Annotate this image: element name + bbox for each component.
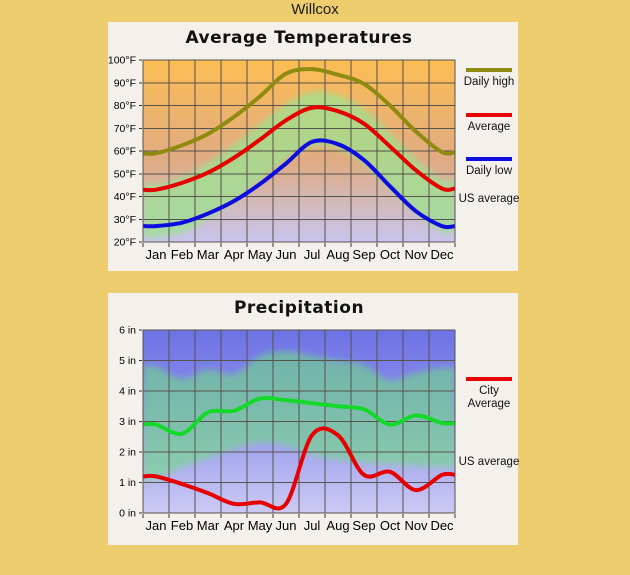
y-tick-label: 80°F	[114, 100, 136, 112]
month-label: Oct	[380, 518, 401, 533]
y-tick-label: 0 in	[119, 508, 136, 520]
daily-high-label: Daily high	[463, 76, 515, 88]
average-line	[143, 105, 455, 193]
y-tick-label: 30°F	[114, 214, 136, 226]
axis-ticks	[139, 59, 456, 247]
month-label: Jul	[304, 518, 321, 533]
y-tick-label: 1 in	[119, 477, 136, 489]
y-tick-label: 6 in	[119, 325, 136, 337]
precipitation-chart: 0 in 1 in 2 in 3 in 4 in 5 in 6 in Jan Feb Mar Apr…	[119, 325, 456, 533]
month-label: Jun	[276, 247, 297, 262]
us-average-label: US average	[458, 193, 520, 205]
legend-city-average: City Average	[457, 377, 521, 411]
y-tick-label: 5 in	[119, 355, 136, 367]
month-label: Nov	[404, 247, 428, 262]
legend-daily-low: Daily low	[457, 157, 521, 178]
legend-us-average-precip: US average	[457, 456, 521, 469]
average-label: Average	[467, 121, 511, 133]
legend-us-average: US average	[457, 193, 521, 206]
month-label: Mar	[197, 247, 220, 262]
city-average-label-line2: Average	[467, 398, 511, 410]
month-label: Dec	[430, 518, 454, 533]
month-label: Sep	[352, 247, 375, 262]
y-tick-label: 4 in	[119, 386, 136, 398]
month-label: Aug	[326, 247, 349, 262]
average-swatch	[466, 113, 512, 117]
us-average-line	[143, 396, 455, 436]
month-label: Dec	[430, 247, 454, 262]
daily-high-swatch	[466, 68, 512, 72]
y-tick-label: 20°F	[114, 237, 136, 249]
plot-border	[142, 59, 456, 243]
month-label: Apr	[224, 247, 245, 262]
city-average-line	[143, 426, 455, 511]
y-tick-label: 70°F	[114, 123, 136, 135]
us-average-label: US average	[458, 456, 520, 468]
temperature-chart: 20°F 30°F 40°F 50°F 60°F 70°F 80°F 90°F 100°F Jan…	[108, 55, 456, 262]
month-label: Oct	[380, 247, 401, 262]
month-label: Apr	[224, 518, 245, 533]
y-tick-label: 60°F	[114, 146, 136, 158]
y-tick-label: 100°F	[108, 55, 136, 67]
y-tick-label: 3 in	[119, 416, 136, 428]
month-label: May	[248, 247, 273, 262]
precipitation-panel: 0 in 1 in 2 in 3 in 4 in 5 in 6 in Jan Feb Mar Apr…	[108, 293, 521, 545]
month-label: Sep	[352, 518, 375, 533]
page-title: Willcox	[291, 1, 339, 18]
y-tick-label: 2 in	[119, 447, 136, 459]
month-label: Jul	[304, 247, 321, 262]
daily-high-line	[143, 67, 455, 156]
month-label: Aug	[326, 518, 349, 533]
month-label: Jan	[146, 518, 167, 533]
month-label: Feb	[171, 247, 193, 262]
city-average-swatch	[466, 377, 512, 381]
daily-low-line	[143, 138, 455, 230]
month-label: May	[248, 518, 273, 533]
temperature-panel: 20°F 30°F 40°F 50°F 60°F 70°F 80°F 90°F 100°F Jan…	[108, 22, 521, 271]
month-label: Nov	[404, 518, 428, 533]
temperature-chart-title: Average Temperatures	[185, 28, 413, 48]
daily-low-label: Daily low	[465, 165, 512, 177]
y-tick-label: 90°F	[114, 77, 136, 89]
precipitation-chart-title: Precipitation	[233, 298, 365, 318]
axis-ticks	[139, 329, 456, 518]
daily-low-swatch	[466, 157, 512, 161]
month-label: Mar	[197, 518, 220, 533]
month-label: Feb	[171, 518, 193, 533]
month-label: Jan	[146, 247, 167, 262]
plot-border	[142, 329, 456, 514]
legend-daily-high: Daily high	[457, 68, 521, 89]
legend-average: Average	[457, 113, 521, 134]
month-label: Jun	[276, 518, 297, 533]
y-tick-label: 50°F	[114, 168, 136, 180]
y-tick-label: 40°F	[114, 191, 136, 203]
city-average-label-line1: City	[479, 385, 499, 397]
